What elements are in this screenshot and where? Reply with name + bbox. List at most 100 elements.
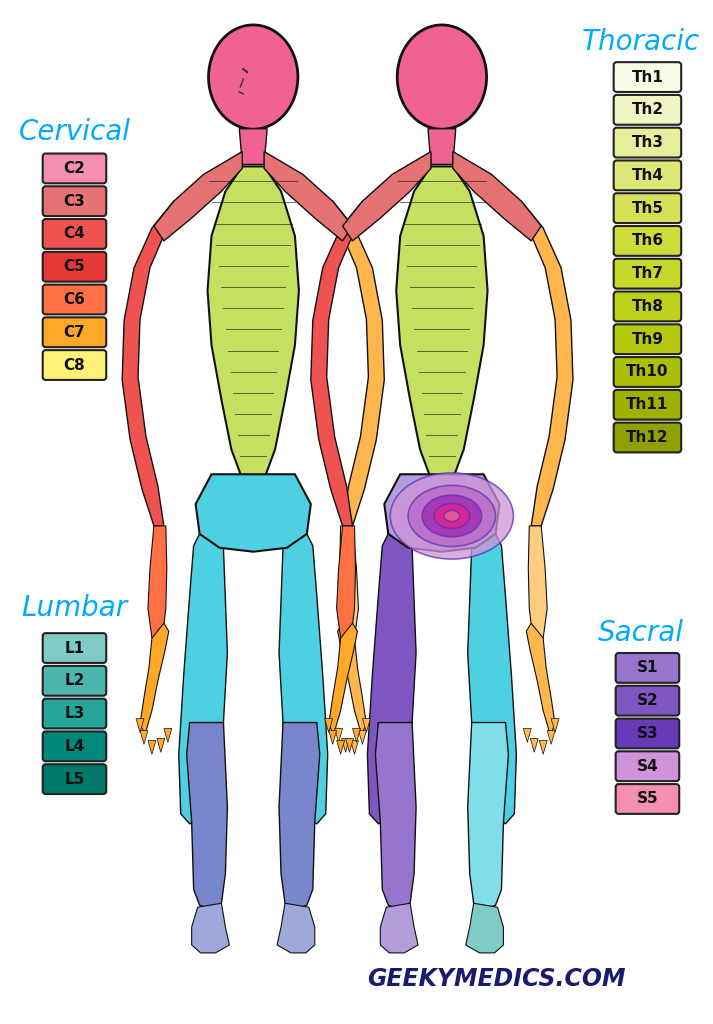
FancyBboxPatch shape <box>43 666 106 695</box>
Polygon shape <box>157 738 165 753</box>
Polygon shape <box>195 474 311 552</box>
Polygon shape <box>359 730 366 744</box>
Polygon shape <box>192 903 230 953</box>
Polygon shape <box>342 738 349 753</box>
Polygon shape <box>329 624 357 734</box>
Polygon shape <box>337 526 356 641</box>
FancyBboxPatch shape <box>614 62 681 92</box>
Text: S4: S4 <box>637 759 658 774</box>
Polygon shape <box>547 730 555 744</box>
Polygon shape <box>528 526 547 641</box>
Text: C4: C4 <box>63 226 86 242</box>
Polygon shape <box>179 534 227 823</box>
Text: Th11: Th11 <box>626 397 669 413</box>
Polygon shape <box>339 526 359 641</box>
Polygon shape <box>453 152 541 241</box>
FancyBboxPatch shape <box>615 784 679 814</box>
Polygon shape <box>338 624 366 734</box>
FancyBboxPatch shape <box>614 325 681 354</box>
Ellipse shape <box>444 510 460 521</box>
Text: Th3: Th3 <box>632 135 663 151</box>
Polygon shape <box>264 152 352 241</box>
Text: S3: S3 <box>637 726 658 741</box>
Polygon shape <box>207 167 299 476</box>
Polygon shape <box>324 719 333 732</box>
Polygon shape <box>380 903 418 953</box>
Polygon shape <box>503 201 573 526</box>
Ellipse shape <box>408 485 496 547</box>
FancyBboxPatch shape <box>614 95 681 125</box>
Text: Thoracic: Thoracic <box>581 29 699 56</box>
Polygon shape <box>148 526 167 641</box>
Ellipse shape <box>397 25 486 129</box>
Text: L1: L1 <box>64 641 85 655</box>
FancyBboxPatch shape <box>614 390 681 420</box>
Polygon shape <box>311 201 380 526</box>
Polygon shape <box>342 152 431 241</box>
Polygon shape <box>136 719 144 732</box>
Text: Th5: Th5 <box>632 201 663 216</box>
Polygon shape <box>428 129 456 165</box>
Ellipse shape <box>422 496 481 537</box>
FancyBboxPatch shape <box>614 194 681 223</box>
Text: L3: L3 <box>64 707 85 721</box>
Text: L5: L5 <box>64 772 85 786</box>
Polygon shape <box>530 738 538 753</box>
FancyBboxPatch shape <box>43 731 106 761</box>
FancyBboxPatch shape <box>614 259 681 289</box>
FancyBboxPatch shape <box>43 219 106 249</box>
FancyBboxPatch shape <box>43 252 106 282</box>
Polygon shape <box>352 728 361 742</box>
FancyBboxPatch shape <box>614 357 681 387</box>
Text: Th10: Th10 <box>626 365 669 380</box>
Ellipse shape <box>434 504 470 528</box>
Text: Th8: Th8 <box>632 299 663 314</box>
Text: C6: C6 <box>63 292 86 307</box>
Polygon shape <box>337 740 344 755</box>
Text: Th4: Th4 <box>632 168 663 183</box>
Text: S1: S1 <box>637 660 658 676</box>
Text: L4: L4 <box>64 739 85 754</box>
Polygon shape <box>314 201 384 526</box>
Text: Th1: Th1 <box>632 70 663 85</box>
FancyBboxPatch shape <box>43 633 106 663</box>
Polygon shape <box>539 740 547 755</box>
Polygon shape <box>279 534 328 823</box>
Text: Th6: Th6 <box>632 233 664 249</box>
Polygon shape <box>279 723 319 909</box>
Polygon shape <box>468 723 508 909</box>
Polygon shape <box>164 728 172 742</box>
FancyBboxPatch shape <box>614 128 681 158</box>
Polygon shape <box>148 740 156 755</box>
Text: Lumbar: Lumbar <box>21 594 128 623</box>
FancyBboxPatch shape <box>43 698 106 728</box>
FancyBboxPatch shape <box>614 226 681 256</box>
Polygon shape <box>468 534 516 823</box>
Polygon shape <box>551 719 559 732</box>
FancyBboxPatch shape <box>615 719 679 749</box>
FancyBboxPatch shape <box>43 285 106 314</box>
Polygon shape <box>140 624 169 734</box>
Text: L2: L2 <box>64 674 85 688</box>
Text: Th7: Th7 <box>632 266 663 282</box>
Text: GEEKYMEDICS.COM: GEEKYMEDICS.COM <box>367 967 626 990</box>
Text: C8: C8 <box>63 357 86 373</box>
FancyBboxPatch shape <box>615 752 679 781</box>
FancyBboxPatch shape <box>615 653 679 683</box>
Polygon shape <box>240 129 267 165</box>
FancyBboxPatch shape <box>615 686 679 716</box>
Text: Cervical: Cervical <box>19 118 130 145</box>
Polygon shape <box>329 730 337 744</box>
Polygon shape <box>367 534 416 823</box>
Polygon shape <box>346 738 354 753</box>
Text: Th12: Th12 <box>626 430 669 445</box>
Polygon shape <box>277 903 314 953</box>
Text: Th9: Th9 <box>632 332 663 347</box>
Polygon shape <box>362 719 370 732</box>
FancyBboxPatch shape <box>43 154 106 183</box>
FancyBboxPatch shape <box>43 317 106 347</box>
Text: C2: C2 <box>63 161 86 176</box>
Text: C3: C3 <box>63 194 86 209</box>
Polygon shape <box>526 624 555 734</box>
Polygon shape <box>523 728 531 742</box>
